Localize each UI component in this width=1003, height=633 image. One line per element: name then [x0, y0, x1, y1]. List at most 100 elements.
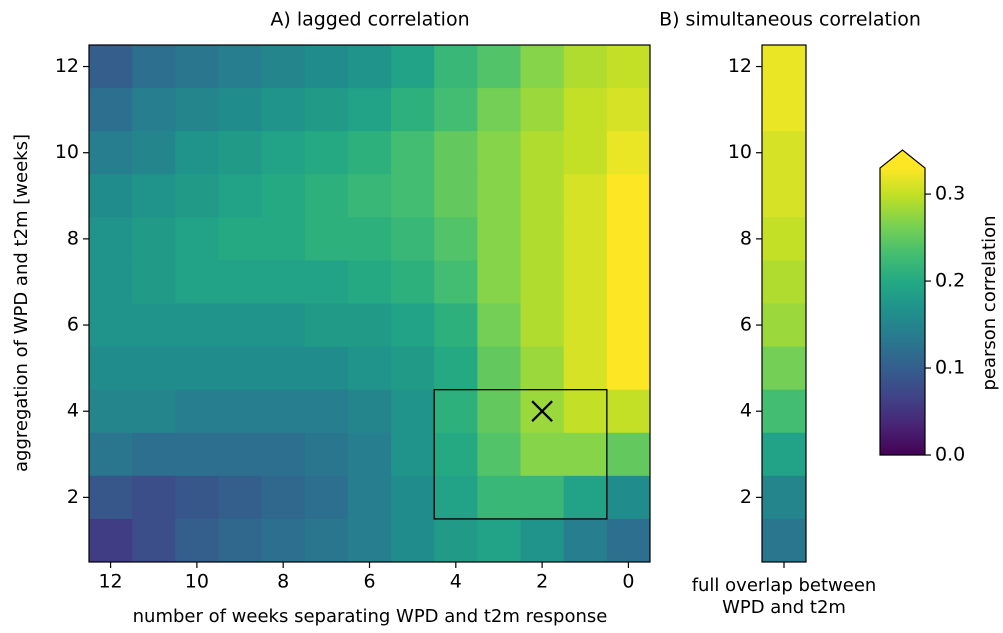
heatmap-cell — [606, 432, 651, 477]
heatmap-cell — [132, 174, 176, 218]
heatmap-cell — [391, 389, 435, 434]
panel-a-title: A) lagged correlation — [270, 9, 469, 31]
heatmap-cell — [391, 131, 435, 175]
heatmap-cell — [218, 303, 263, 348]
heatmap-cell — [563, 303, 608, 348]
heatmap-cell — [132, 217, 176, 261]
colorbar-label: pearson correlation — [979, 215, 1000, 390]
heatmap-cell — [606, 389, 651, 434]
x-tick-label: 8 — [277, 571, 289, 593]
heatmap-cell — [132, 389, 176, 434]
heatmap-cell — [477, 389, 522, 434]
heatmap-cell — [563, 217, 608, 261]
y-tick-label: 10 — [728, 141, 752, 163]
heatmap-cell — [175, 303, 219, 348]
heatmap-cell — [347, 88, 392, 132]
heatmap-cell — [606, 217, 651, 261]
heatmap-cell — [175, 389, 219, 434]
heatmap-cell — [261, 174, 306, 218]
heatmap-cell — [762, 475, 806, 520]
heatmap-cell — [520, 174, 565, 218]
heatmap-cell — [762, 174, 806, 218]
heatmap-cell — [391, 346, 435, 391]
heatmap-cell — [434, 346, 478, 391]
panel-b-title: B) simultaneous correlation — [659, 9, 921, 31]
heatmap-cell — [606, 346, 651, 391]
heatmap-cell — [261, 303, 306, 348]
heatmap-cell — [89, 174, 133, 218]
y-axis-label: aggregation of WPD and t2m [weeks] — [11, 134, 32, 472]
heatmap-cell — [563, 389, 608, 434]
heatmap-cell — [218, 131, 263, 175]
heatmap-cell — [175, 131, 219, 175]
x-tick-label: 0 — [622, 571, 634, 593]
x-axis-label: number of weeks separating WPD and t2m r… — [133, 606, 608, 627]
heatmap-cell — [304, 518, 349, 563]
heatmap-cell — [477, 475, 522, 520]
panel-b-xlabel: full overlap between — [692, 575, 877, 596]
heatmap-cell — [261, 346, 306, 391]
heatmap-cell — [304, 217, 349, 261]
heatmap-cell — [606, 303, 651, 348]
heatmap-cell — [391, 217, 435, 261]
heatmap-cell — [218, 346, 263, 391]
heatmap-cell — [175, 260, 219, 304]
heatmap-cell — [218, 475, 263, 520]
x-tick-label: 10 — [185, 571, 209, 593]
heatmap-cell — [477, 131, 522, 175]
colorbar-tick-label: 0.3 — [935, 183, 965, 205]
y-tick-label: 10 — [55, 141, 79, 163]
heatmap-cell — [89, 432, 133, 477]
heatmap-cell — [89, 303, 133, 348]
heatmap-cell — [563, 45, 608, 89]
heatmap-cell — [477, 88, 522, 132]
heatmap-cell — [563, 174, 608, 218]
x-tick-label: 12 — [98, 571, 122, 593]
heatmap-cell — [520, 131, 565, 175]
heatmap-cell — [304, 303, 349, 348]
heatmap-cell — [304, 88, 349, 132]
heatmap-cell — [175, 475, 219, 520]
heatmap-cell — [89, 45, 133, 89]
highlight-box — [433, 389, 608, 520]
heatmap-cell — [520, 217, 565, 261]
heatmap-cell — [347, 303, 392, 348]
heatmap-cell — [434, 131, 478, 175]
heatmap-cell — [762, 346, 806, 391]
heatmap-cell — [391, 174, 435, 218]
heatmap-cell — [132, 45, 176, 89]
heatmap-cell — [218, 88, 263, 132]
heatmap-cell — [89, 518, 133, 563]
heatmap-cell — [218, 518, 263, 563]
heatmap-cell — [762, 389, 806, 434]
heatmap-cell — [89, 88, 133, 132]
colorbar-extend — [880, 150, 925, 168]
y-tick-label: 6 — [67, 314, 79, 336]
heatmap-cell — [175, 174, 219, 218]
heatmap-cell — [477, 303, 522, 348]
heatmap-cell — [261, 217, 306, 261]
heatmap-cell — [606, 131, 651, 175]
heatmap-cell — [477, 432, 522, 477]
heatmap-cell — [477, 518, 522, 563]
heatmap-cell — [89, 217, 133, 261]
heatmap-cell — [347, 389, 392, 434]
heatmap-cell — [477, 45, 522, 89]
heatmap-cell — [175, 432, 219, 477]
heatmap-cell — [434, 389, 478, 434]
panel-b-xlabel: WPD and t2m — [722, 597, 846, 618]
heatmap-cell — [391, 303, 435, 348]
heatmap-cell — [606, 45, 651, 89]
y-tick-label: 2 — [740, 486, 752, 508]
colorbar-tick-label: 0.1 — [935, 357, 965, 379]
y-tick-label: 4 — [740, 400, 752, 422]
heatmap-cell — [175, 346, 219, 391]
heatmap-cell — [563, 475, 608, 520]
heatmap-cell — [762, 432, 806, 477]
x-marker — [531, 400, 553, 422]
heatmap-cell — [304, 45, 349, 89]
heatmap-cell — [434, 45, 478, 89]
heatmap-cell — [218, 217, 263, 261]
y-tick-label: 8 — [67, 227, 79, 249]
